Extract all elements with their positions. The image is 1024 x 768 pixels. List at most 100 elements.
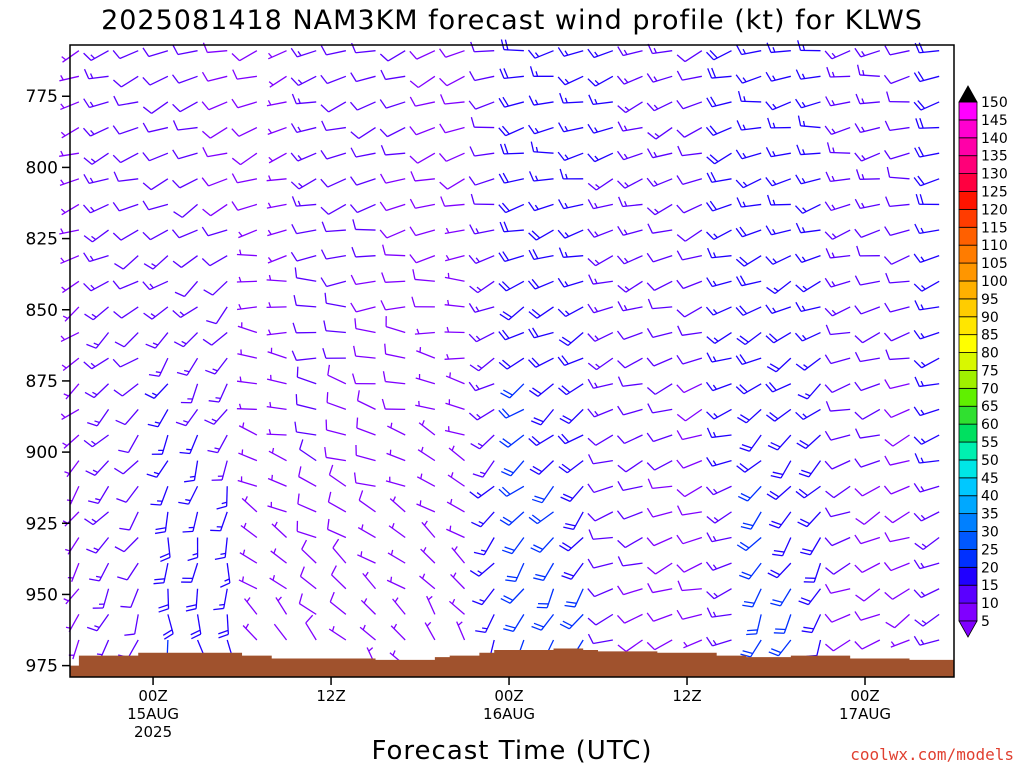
wind-barb <box>676 70 702 81</box>
wind-barb <box>414 328 435 335</box>
barb-staff <box>178 152 198 160</box>
barb-feather <box>409 96 416 107</box>
wind-barb <box>587 331 614 342</box>
barb-half-feather <box>211 418 217 422</box>
barb-staff <box>237 101 258 109</box>
wind-barb <box>765 381 792 393</box>
barb-feather <box>86 626 98 632</box>
wind-barb <box>587 255 614 267</box>
wind-barb <box>913 559 940 570</box>
barb-feather <box>178 501 189 505</box>
barb-staff <box>95 537 110 554</box>
barb-staff <box>652 511 673 518</box>
barb-staff <box>415 404 436 411</box>
wind-barb <box>112 152 139 164</box>
wind-barb <box>647 223 673 234</box>
barb-feather <box>113 171 119 182</box>
barb-staff <box>654 203 673 216</box>
barb-feather <box>765 304 773 314</box>
wind-barb <box>320 277 347 288</box>
barb-staff <box>684 126 703 138</box>
barb-feather <box>559 92 564 104</box>
barb-staff <box>655 127 673 140</box>
barb-feather <box>884 226 891 236</box>
wind-barb <box>646 280 673 291</box>
wind-barb <box>390 623 406 641</box>
barb-feather <box>530 141 535 152</box>
wind-barb <box>180 383 199 404</box>
wind-barb <box>530 408 555 426</box>
wind-barb <box>765 71 792 82</box>
wind-barb <box>469 485 495 499</box>
wind-barb <box>380 173 406 184</box>
barb-staff <box>207 229 228 237</box>
wind-barb <box>266 374 287 385</box>
barb-feather <box>326 392 329 403</box>
wind-barb <box>706 247 732 259</box>
wind-barb <box>472 460 495 478</box>
barb-staff <box>535 229 554 241</box>
y-tick-label: 800 <box>26 158 58 178</box>
wind-barb <box>231 126 258 137</box>
wind-barb <box>203 280 228 296</box>
barb-staff <box>355 280 376 286</box>
barb-feather <box>155 527 166 531</box>
barb-staff <box>102 588 110 609</box>
barb-feather <box>616 330 625 340</box>
barb-feather <box>83 127 91 137</box>
barb-staff <box>185 409 199 427</box>
colorbar-swatch <box>958 477 978 497</box>
wind-barb <box>854 123 880 134</box>
wind-barb <box>499 434 525 448</box>
barb-feather <box>148 373 160 377</box>
barb-staff <box>296 431 317 436</box>
barb-feather <box>291 350 297 361</box>
wind-barb <box>854 305 881 315</box>
barb-half-feather <box>713 233 718 239</box>
barb-staff <box>566 460 584 474</box>
wind-barb <box>172 44 198 56</box>
barb-feather <box>330 565 337 576</box>
barb-staff <box>355 152 376 158</box>
barb-staff <box>296 229 317 235</box>
barb-feather <box>294 267 298 278</box>
wind-barb <box>268 152 287 164</box>
barb-feather <box>115 419 126 426</box>
barb-feather <box>884 149 891 160</box>
barb-staff <box>326 255 346 260</box>
wind-barb <box>557 229 584 239</box>
barb-feather <box>676 234 686 242</box>
barb-staff <box>355 482 376 487</box>
barb-staff <box>625 639 643 652</box>
barb-feather <box>646 462 655 471</box>
barb-staff <box>889 280 910 284</box>
barb-half-feather <box>742 77 747 83</box>
barb-feather <box>356 417 359 429</box>
wind-barb <box>291 223 317 235</box>
barb-feather <box>439 123 446 134</box>
x-tick-label: 15AUG <box>127 705 179 723</box>
wind-barb <box>913 635 940 646</box>
wind-barb <box>854 351 880 363</box>
barb-staff <box>652 485 673 489</box>
barb-staff <box>192 511 199 532</box>
barb-feather <box>587 48 595 58</box>
barb-staff <box>236 253 257 257</box>
barb-staff <box>242 625 258 641</box>
barb-staff <box>652 588 673 594</box>
wind-barb <box>158 588 170 613</box>
barb-staff <box>682 434 702 441</box>
barb-feather <box>587 228 595 238</box>
barb-half-feather <box>595 363 601 368</box>
wind-barb <box>113 383 139 397</box>
barb-half-feather <box>920 361 926 367</box>
barb-half-feather <box>416 328 420 335</box>
barb-half-feather <box>683 641 688 647</box>
barb-feather <box>766 286 776 295</box>
barb-feather <box>201 177 210 187</box>
barb-feather <box>186 604 197 608</box>
barb-feather <box>351 246 357 258</box>
barb-feather <box>646 612 654 622</box>
barb-half-feather <box>268 274 272 281</box>
barb-staff <box>385 480 406 487</box>
